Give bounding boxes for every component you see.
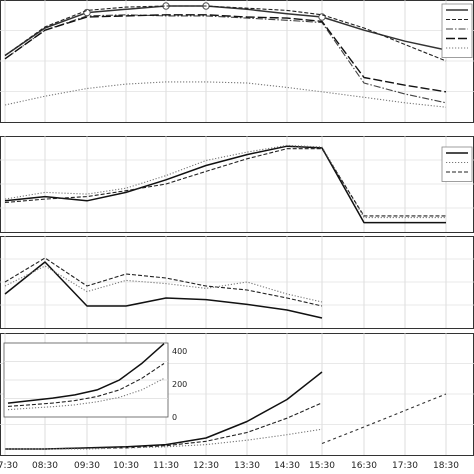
- x-tick-label: 14:30: [274, 461, 300, 471]
- panel-4: 07:30 08:30 09:30 10:30 11:30 12:30 13:30 14:30…: [0, 333, 474, 471]
- legend-box: [441, 146, 473, 182]
- series-line: [4, 5, 447, 62]
- inset-y-tick-label: 0: [172, 413, 177, 422]
- series-line: [4, 14, 447, 104]
- series-line: [5, 428, 323, 450]
- series-line: [4, 148, 446, 217]
- inset-series-line: [7, 377, 165, 411]
- x-tick-label: 11:30: [153, 461, 179, 471]
- series-line: [4, 14, 447, 93]
- x-tick-label: 07:30: [0, 461, 18, 471]
- panel-3: [0, 236, 474, 329]
- x-tick-label: 12:30: [193, 461, 219, 471]
- inset-series-line: [7, 363, 165, 407]
- inset-y-tick-label: 200: [172, 380, 187, 389]
- series-line: [4, 144, 446, 219]
- x-tick-label: 08:30: [32, 461, 58, 471]
- panel-1: [0, 0, 474, 123]
- x-tick-label: 17:30: [392, 461, 418, 471]
- x-tick-label: 10:30: [113, 461, 139, 471]
- x-tick-label: 16:30: [351, 461, 377, 471]
- series-line: [4, 257, 323, 307]
- series-line: [4, 265, 323, 303]
- inset-y-tick-label: 400: [172, 347, 187, 356]
- x-tick-label: 18:30: [433, 461, 459, 471]
- inset-chart: 400 200 0: [3, 342, 187, 422]
- series-line: [4, 81, 447, 108]
- x-tick-label: 13:30: [234, 461, 260, 471]
- inset-series-line: [7, 343, 165, 404]
- legend-box: [441, 3, 473, 58]
- series-line: [4, 145, 446, 224]
- series-line: [4, 261, 323, 319]
- x-tick-label: 09:30: [74, 461, 100, 471]
- x-tick-label: 15:30: [309, 461, 335, 471]
- series-line: [321, 393, 447, 445]
- panel-2: [0, 136, 474, 233]
